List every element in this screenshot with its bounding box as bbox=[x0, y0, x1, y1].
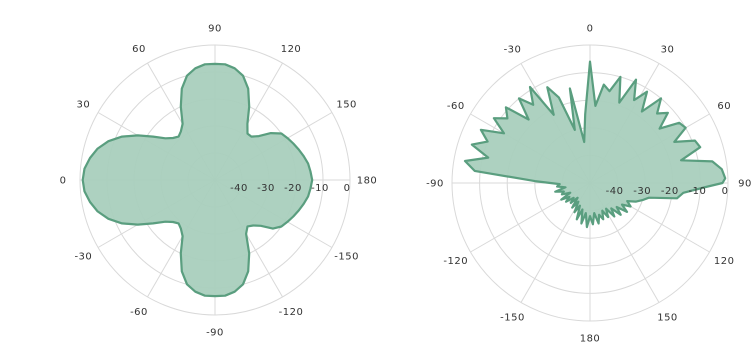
angle-tick-label: 30 bbox=[661, 44, 675, 55]
angle-tick-label: 150 bbox=[657, 313, 678, 324]
angle-tick-label: 60 bbox=[717, 101, 731, 112]
radial-tick-label: 0 bbox=[722, 186, 729, 197]
series-pattern bbox=[463, 60, 727, 229]
angle-tick-label: -30 bbox=[74, 252, 92, 263]
angle-tick-label: 180 bbox=[580, 334, 601, 345]
angle-tick-label: 0 bbox=[587, 24, 594, 35]
series-pattern bbox=[81, 62, 314, 298]
angle-tick-label: -60 bbox=[447, 101, 465, 112]
angle-tick-label: 30 bbox=[76, 100, 90, 111]
angle-tick-label: -150 bbox=[334, 252, 359, 263]
radial-tick-label: -20 bbox=[284, 183, 302, 194]
angle-tick-label: 0 bbox=[60, 176, 67, 187]
angle-tick-label: -30 bbox=[504, 44, 522, 55]
radial-tick-label: -40 bbox=[606, 186, 624, 197]
radial-tick-label: -30 bbox=[257, 183, 275, 194]
angle-tick-label: -90 bbox=[426, 179, 444, 190]
angle-tick-label: -120 bbox=[279, 307, 304, 318]
angle-tick-label: -150 bbox=[500, 313, 525, 324]
radial-tick-label: -10 bbox=[311, 183, 329, 194]
angle-tick-label: -90 bbox=[206, 328, 224, 339]
angle-tick-label: 150 bbox=[336, 100, 357, 111]
radial-tick-label: 0 bbox=[344, 183, 351, 194]
angle-tick-label: 90 bbox=[738, 179, 751, 190]
angle-tick-label: 60 bbox=[132, 44, 146, 55]
radial-tick-label: -10 bbox=[688, 186, 706, 197]
angle-tick-label: -60 bbox=[130, 307, 148, 318]
angle-tick-label: -120 bbox=[443, 256, 468, 267]
radial-tick-label: -20 bbox=[661, 186, 679, 197]
angle-tick-label: 180 bbox=[357, 176, 378, 187]
radial-tick-label: -40 bbox=[230, 183, 248, 194]
angle-tick-label: 120 bbox=[281, 44, 302, 55]
radial-tick-label: -30 bbox=[633, 186, 651, 197]
angle-tick-label: 120 bbox=[714, 256, 735, 267]
angle-tick-label: 90 bbox=[208, 24, 222, 35]
